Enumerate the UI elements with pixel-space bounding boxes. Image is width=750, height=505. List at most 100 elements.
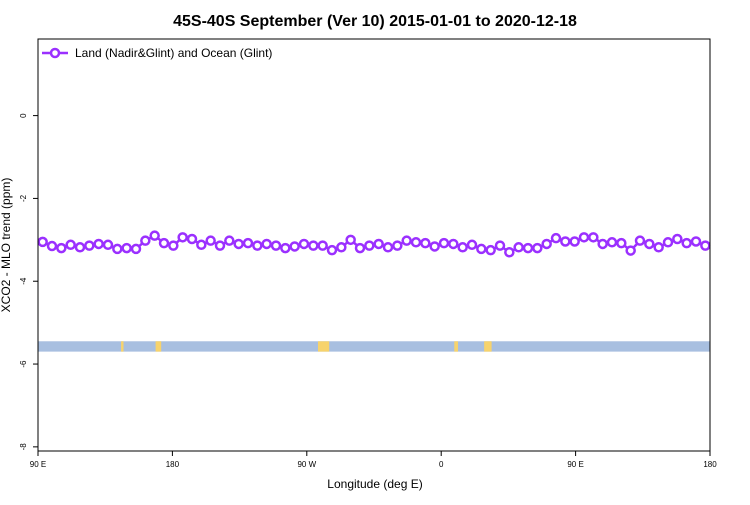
data-point [177, 232, 188, 243]
y-tick-label: 0 [19, 113, 28, 118]
data-point [196, 239, 207, 251]
data-point [158, 237, 170, 249]
data-point [149, 230, 160, 241]
y-axis-label: XCO2 - MLO trend (ppm) [0, 178, 13, 313]
x-tick-label: 90 E [567, 460, 583, 469]
data-point [513, 242, 524, 253]
data-point [420, 237, 431, 249]
data-point [224, 235, 235, 246]
data-point [65, 239, 76, 251]
ocean-band [38, 341, 710, 352]
y-axis: 0 -2 -4 -6 -8 [19, 113, 38, 451]
legend: Land (Nadir&Glint) and Ocean (Glint) [42, 46, 272, 60]
data-point [382, 242, 394, 253]
x-axis-label: Longitude (deg E) [327, 477, 422, 491]
data-point [438, 237, 450, 249]
data-point [457, 242, 468, 253]
data-point [214, 240, 226, 251]
data-point [466, 239, 478, 251]
data-point [569, 236, 580, 247]
land-patch [454, 341, 458, 352]
land-patch [121, 341, 124, 352]
data-point [345, 234, 356, 246]
data-point [616, 237, 627, 249]
data-point [532, 242, 543, 254]
data-point [326, 244, 338, 256]
data-point [410, 237, 422, 248]
data-point [56, 242, 67, 254]
data-point [46, 240, 58, 252]
data-point [392, 240, 403, 251]
data-point [578, 232, 590, 243]
series-layer [37, 230, 711, 258]
data-point [560, 236, 571, 247]
data-point [625, 245, 636, 256]
data-point [130, 243, 142, 255]
y-tick-label: -6 [19, 360, 28, 368]
data-point [690, 236, 702, 247]
data-point [261, 238, 272, 250]
data-point [121, 242, 132, 254]
data-point [700, 240, 711, 251]
chart-title: 45S-40S September (Ver 10) 2015-01-01 to… [173, 13, 577, 30]
data-point [373, 238, 384, 250]
data-point [429, 241, 440, 252]
data-point [74, 242, 86, 253]
data-point [317, 240, 328, 251]
data-point [289, 241, 300, 252]
data-point [634, 235, 646, 246]
x-tick-label: 90 W [297, 460, 316, 469]
data-point [102, 239, 114, 251]
x-tick-label: 180 [703, 460, 717, 469]
data-point [606, 237, 618, 248]
data-point [280, 242, 291, 254]
x-tick-label: 90 E [30, 460, 46, 469]
data-point [336, 242, 347, 253]
data-point [681, 237, 692, 249]
data-point [84, 240, 95, 251]
data-point [270, 240, 282, 251]
data-point [364, 240, 375, 251]
legend-label: Land (Nadir&Glint) and Ocean (Glint) [75, 46, 272, 60]
data-point [205, 235, 216, 246]
data-point [494, 240, 506, 251]
data-point [112, 243, 123, 255]
data-point [233, 238, 244, 250]
data-point [354, 242, 366, 254]
data-point [242, 237, 254, 249]
data-point [485, 244, 496, 256]
data-point [597, 238, 608, 250]
data-point [186, 233, 198, 245]
y-tick-label: -4 [19, 277, 28, 285]
data-point [140, 235, 151, 246]
data-point [308, 240, 319, 251]
y-tick-label: -8 [19, 443, 28, 451]
data-point [644, 238, 655, 250]
data-point [252, 240, 263, 251]
data-point [504, 246, 515, 258]
data-point [37, 236, 48, 248]
y-tick-label: -2 [19, 194, 28, 202]
data-point [476, 243, 487, 255]
data-point [550, 232, 562, 244]
x-tick-label: 0 [439, 460, 444, 469]
x-tick-label: 180 [166, 460, 180, 469]
data-point [588, 232, 599, 243]
legend-marker [49, 47, 61, 59]
plot-frame [37, 38, 711, 452]
data-point [672, 233, 683, 245]
land-patch [155, 341, 162, 352]
data-point [541, 238, 552, 250]
data-point [168, 240, 179, 251]
land-patch [318, 341, 330, 352]
data-point [522, 242, 534, 254]
data-point [448, 238, 459, 250]
data-point [401, 235, 412, 246]
land-patch [484, 341, 492, 352]
land-ocean-strip [38, 341, 710, 352]
x-axis: 90 E 180 90 W 0 90 E 180 [30, 451, 717, 469]
data-point [298, 238, 310, 250]
data-point [93, 238, 104, 250]
